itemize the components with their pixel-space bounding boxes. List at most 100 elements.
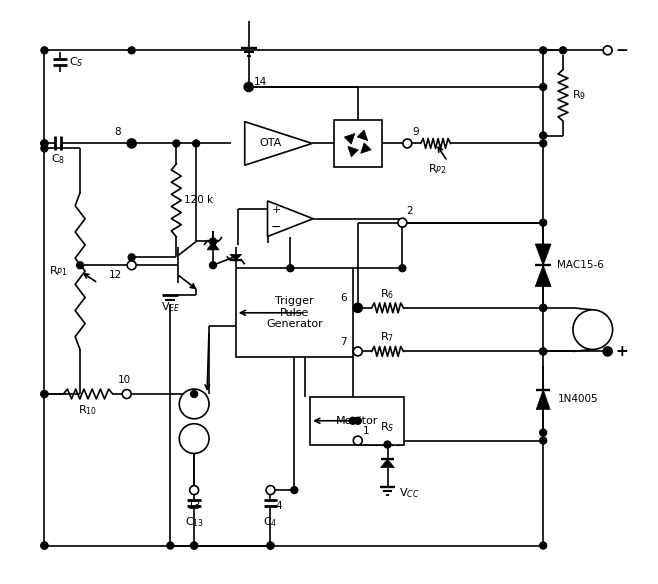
Circle shape (128, 47, 135, 54)
Circle shape (127, 261, 136, 270)
Circle shape (540, 140, 547, 147)
Text: Monitor: Monitor (336, 416, 378, 426)
Text: R$_{P2}$: R$_{P2}$ (428, 162, 447, 176)
Circle shape (41, 47, 48, 54)
Bar (236, 268, 353, 357)
Circle shape (540, 84, 547, 91)
Circle shape (573, 310, 613, 349)
Polygon shape (268, 201, 313, 237)
Polygon shape (230, 255, 241, 260)
Text: 120 k: 120 k (184, 196, 213, 206)
Circle shape (245, 84, 252, 91)
Polygon shape (535, 244, 551, 265)
Circle shape (540, 47, 547, 54)
Text: 12: 12 (109, 270, 122, 280)
Text: V$_{EE}$: V$_{EE}$ (161, 300, 180, 314)
Circle shape (540, 304, 547, 311)
Text: 13: 13 (188, 501, 201, 511)
Text: R$_6$: R$_6$ (380, 287, 395, 301)
Text: 14: 14 (254, 77, 267, 87)
Circle shape (41, 391, 48, 398)
Circle shape (41, 542, 48, 549)
Polygon shape (190, 283, 196, 289)
Text: 9: 9 (412, 127, 418, 137)
Circle shape (244, 82, 253, 92)
Text: Trigger
Pulse
Generator: Trigger Pulse Generator (266, 296, 322, 329)
Circle shape (191, 542, 197, 549)
Text: C$_4$: C$_4$ (263, 515, 278, 529)
Polygon shape (357, 130, 368, 141)
Circle shape (179, 424, 209, 453)
Circle shape (403, 139, 412, 148)
Text: OTA: OTA (259, 138, 282, 148)
Text: 2: 2 (406, 206, 413, 215)
Text: 7: 7 (341, 336, 347, 346)
Circle shape (540, 437, 547, 444)
Circle shape (540, 219, 547, 226)
Circle shape (291, 486, 298, 493)
Polygon shape (535, 265, 551, 287)
Text: 6: 6 (341, 293, 347, 303)
Circle shape (267, 542, 274, 549)
Text: −: − (271, 221, 282, 234)
Circle shape (190, 486, 199, 495)
Circle shape (41, 140, 48, 147)
Text: 4: 4 (275, 501, 282, 511)
Circle shape (193, 140, 199, 147)
Circle shape (173, 140, 180, 147)
Text: C$_{13}$: C$_{13}$ (185, 515, 204, 529)
Text: M: M (586, 322, 599, 336)
Text: C$_S$: C$_S$ (69, 55, 84, 69)
Text: MAC15-6: MAC15-6 (557, 260, 604, 270)
Text: V$_{CC}$: V$_{CC}$ (399, 486, 420, 500)
Circle shape (540, 132, 547, 139)
Text: R$_{P1}$: R$_{P1}$ (49, 265, 68, 278)
Polygon shape (536, 390, 550, 409)
Polygon shape (361, 143, 371, 154)
Circle shape (266, 486, 275, 495)
Polygon shape (245, 121, 312, 165)
Circle shape (122, 390, 131, 398)
Circle shape (128, 140, 135, 147)
Circle shape (41, 391, 48, 398)
Circle shape (209, 262, 216, 269)
Circle shape (127, 139, 136, 148)
Text: R$_S$: R$_S$ (380, 420, 395, 433)
Circle shape (349, 418, 356, 424)
Circle shape (287, 265, 294, 272)
Text: −: − (615, 43, 628, 58)
Text: +: + (272, 205, 281, 215)
Circle shape (603, 347, 612, 356)
Circle shape (354, 418, 361, 424)
Text: 8: 8 (114, 127, 121, 137)
Text: R$_7$: R$_7$ (380, 331, 395, 345)
Circle shape (398, 218, 407, 227)
Bar (310, 397, 405, 444)
Text: C$_8$: C$_8$ (51, 152, 65, 166)
Circle shape (540, 348, 547, 355)
Circle shape (209, 238, 216, 245)
Circle shape (167, 542, 174, 549)
Circle shape (353, 347, 362, 356)
Polygon shape (207, 241, 219, 250)
Text: +: + (615, 344, 628, 359)
Polygon shape (348, 147, 359, 157)
Circle shape (128, 254, 135, 261)
Text: 10: 10 (118, 375, 132, 385)
Circle shape (604, 348, 611, 355)
Text: 1: 1 (363, 426, 369, 436)
Circle shape (41, 145, 48, 152)
Text: R$_{10}$: R$_{10}$ (78, 403, 97, 417)
Text: R$_9$: R$_9$ (572, 89, 586, 102)
Circle shape (191, 542, 197, 549)
Bar (334, 120, 382, 167)
Circle shape (603, 46, 612, 55)
Text: 1N4005: 1N4005 (557, 394, 598, 405)
Circle shape (76, 262, 84, 269)
Circle shape (540, 304, 547, 311)
Circle shape (540, 429, 547, 436)
Circle shape (354, 304, 361, 311)
Polygon shape (380, 459, 394, 468)
Circle shape (179, 389, 209, 419)
Circle shape (384, 441, 391, 448)
